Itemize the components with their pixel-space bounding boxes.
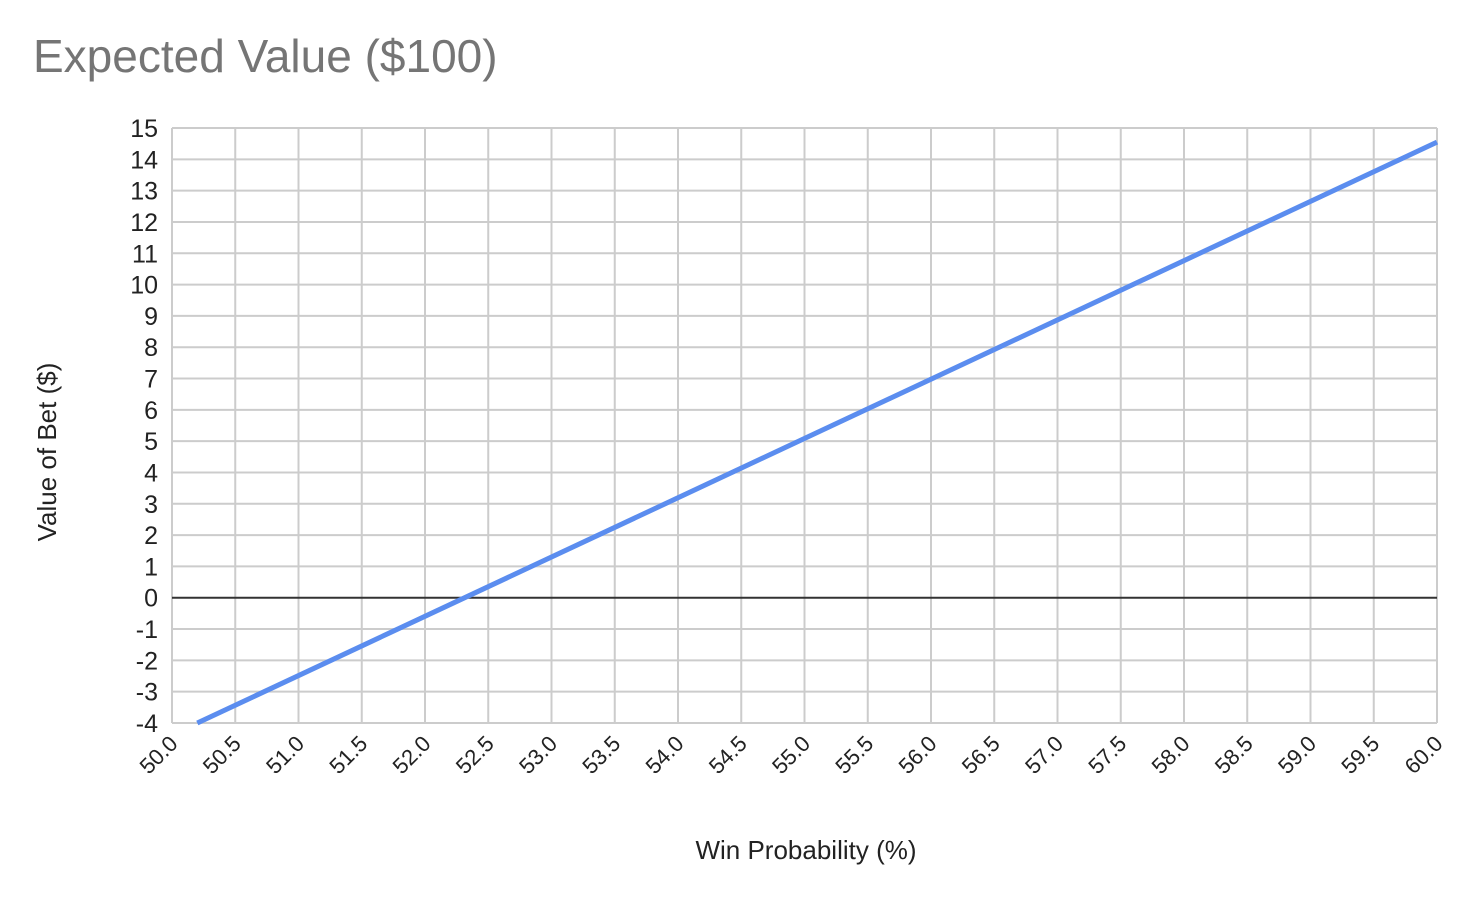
- x-tick-label: 53.0: [514, 731, 562, 779]
- y-tick-label: -1: [136, 616, 158, 644]
- y-tick-label: -4: [136, 710, 158, 738]
- x-tick-label: 57.5: [1083, 731, 1131, 779]
- y-tick-label: 0: [144, 585, 158, 613]
- y-tick-label: 2: [144, 522, 158, 550]
- y-tick-label: 1: [144, 553, 158, 581]
- chart-title: Expected Value ($100): [33, 30, 498, 82]
- y-tick-label: 11: [132, 240, 158, 268]
- x-tick-label: 50.5: [198, 731, 246, 779]
- y-tick-label: 5: [144, 428, 158, 456]
- x-tick-label: 56.0: [894, 731, 942, 779]
- y-tick-label: -2: [136, 647, 158, 675]
- x-tick-label: 59.0: [1273, 731, 1321, 779]
- y-tick-label: 15: [130, 115, 158, 143]
- y-tick-label: 7: [144, 366, 158, 394]
- grid: [171, 127, 1438, 724]
- y-tick-label: -3: [136, 679, 158, 707]
- y-tick-label: 10: [130, 272, 158, 300]
- y-tick-label: 6: [144, 397, 158, 425]
- x-tick-label: 51.5: [324, 731, 372, 779]
- x-tick-label: 53.5: [577, 731, 625, 779]
- series-line: [196, 139, 1439, 726]
- x-tick-label: 54.0: [641, 731, 689, 779]
- x-axis-label: Win Probability (%): [695, 835, 916, 865]
- series-group: [196, 139, 1439, 726]
- x-tick-label: 56.5: [957, 731, 1005, 779]
- x-tick-label: 55.5: [830, 731, 878, 779]
- x-tick-label: 58.0: [1147, 731, 1195, 779]
- y-tick-label: 3: [144, 491, 158, 519]
- x-tick-label: 60.0: [1400, 731, 1448, 779]
- x-tick-label: 52.0: [388, 731, 436, 779]
- x-tick-label: 58.5: [1210, 731, 1258, 779]
- y-tick-label: 13: [130, 178, 158, 206]
- y-axis-label: Value of Bet ($): [32, 363, 62, 542]
- x-tick-label: 51.0: [261, 731, 309, 779]
- y-tick-label: 14: [130, 146, 158, 174]
- x-tick-label: 59.5: [1336, 731, 1384, 779]
- y-tick-label: 9: [144, 303, 158, 331]
- x-tick-label: 52.5: [451, 731, 499, 779]
- y-tick-label: 8: [144, 334, 158, 362]
- x-tick-label: 50.0: [135, 731, 183, 779]
- y-tick-label: 4: [144, 459, 158, 487]
- x-tick-label: 55.0: [767, 731, 815, 779]
- x-axis-ticks: 50.0 50.5 51.0 51.5 52.0 52.5 53.0 53.5 54.0 54.5…: [135, 731, 1448, 779]
- y-tick-label: 12: [130, 209, 158, 237]
- x-tick-label: 57.0: [1020, 731, 1068, 779]
- x-tick-label: 54.5: [704, 731, 752, 779]
